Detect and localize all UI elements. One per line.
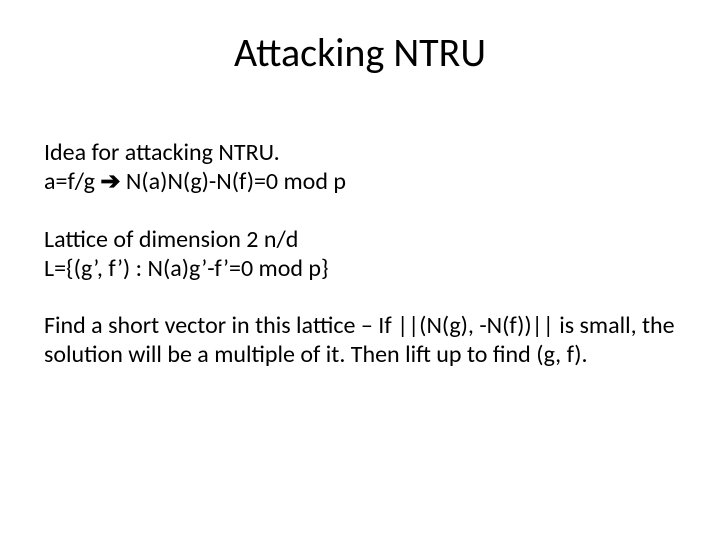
body-line-3: Lattice of dimension 2 n/d: [44, 225, 676, 254]
body-line-1: Idea for attacking NTRU.: [44, 138, 676, 167]
slide-title: Attacking NTRU: [0, 28, 720, 77]
slide-body: Idea for attacking NTRU. a=f/g ➔ N(a)N(g…: [44, 138, 676, 370]
body-line-2: a=f/g ➔ N(a)N(g)-N(f)=0 mod p: [44, 167, 676, 196]
body-line-4: L={(g’, f’) : N(a)g’-f’=0 mod p}: [44, 254, 676, 283]
body-line-5: Find a short vector in this lattice – If…: [44, 311, 676, 370]
paragraph-gap-2: [44, 283, 676, 311]
paragraph-gap-1: [44, 197, 676, 225]
arrow-icon: ➔: [100, 168, 120, 195]
line2-suffix: N(a)N(g)-N(f)=0 mod p: [120, 167, 346, 196]
slide: Attacking NTRU Idea for attacking NTRU. …: [0, 0, 720, 540]
line2-prefix: a=f/g: [44, 167, 100, 196]
